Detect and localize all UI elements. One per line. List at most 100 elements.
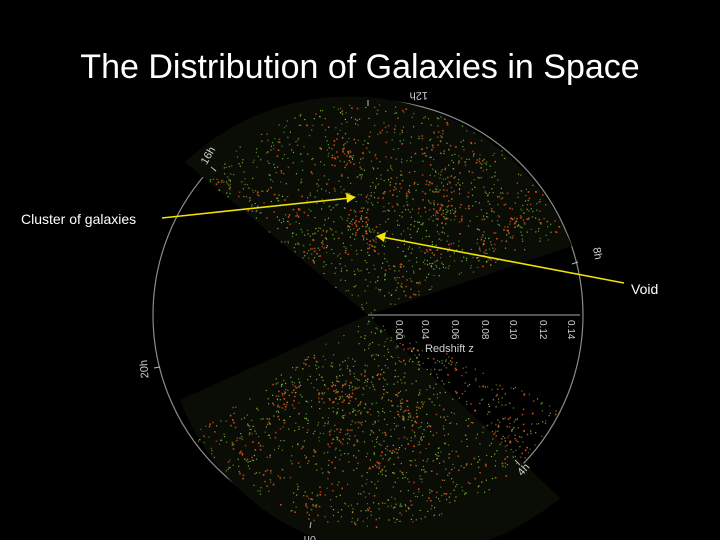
field-galaxy — [377, 420, 379, 422]
field-galaxy — [399, 503, 402, 505]
cluster-galaxy — [232, 443, 235, 446]
field-galaxy — [481, 140, 483, 142]
field-galaxy — [407, 406, 409, 408]
field-galaxy — [379, 104, 381, 106]
cluster-galaxy — [476, 242, 478, 245]
cluster-galaxy — [303, 211, 306, 214]
field-galaxy — [357, 330, 359, 333]
field-galaxy — [438, 173, 440, 175]
cluster-galaxy — [431, 490, 433, 492]
field-galaxy — [334, 430, 336, 432]
field-galaxy — [505, 450, 507, 452]
field-galaxy — [440, 486, 442, 488]
cluster-galaxy — [411, 429, 414, 432]
field-galaxy — [442, 266, 445, 268]
cluster-galaxy — [454, 367, 457, 370]
field-galaxy — [269, 423, 271, 425]
field-galaxy — [387, 348, 389, 350]
cluster-galaxy — [485, 465, 487, 467]
cluster-galaxy — [361, 210, 363, 212]
cluster-galaxy — [328, 430, 331, 433]
field-galaxy — [305, 413, 307, 415]
field-galaxy — [366, 381, 368, 383]
field-galaxy — [501, 154, 503, 156]
field-galaxy — [472, 271, 475, 273]
cluster-galaxy — [385, 141, 388, 144]
field-galaxy — [348, 402, 351, 404]
field-galaxy — [278, 200, 280, 202]
field-galaxy — [327, 155, 329, 157]
field-galaxy — [298, 381, 300, 383]
field-galaxy — [477, 228, 479, 231]
cluster-galaxy — [228, 184, 230, 187]
cluster-galaxy — [286, 227, 288, 229]
field-galaxy — [416, 409, 418, 411]
field-galaxy — [297, 486, 299, 488]
cluster-galaxy — [487, 200, 489, 203]
field-galaxy — [231, 444, 233, 446]
field-galaxy — [410, 416, 412, 418]
field-galaxy — [249, 398, 251, 400]
cluster-galaxy — [397, 413, 400, 416]
field-galaxy — [403, 419, 405, 421]
field-galaxy — [346, 270, 348, 272]
cluster-galaxy — [425, 183, 428, 186]
cluster-galaxy — [526, 433, 529, 436]
field-galaxy — [342, 361, 344, 363]
field-galaxy — [365, 200, 367, 202]
cluster-galaxy — [460, 218, 463, 220]
field-galaxy — [511, 429, 513, 431]
field-galaxy — [362, 144, 364, 146]
cluster-galaxy — [509, 440, 511, 443]
cluster-galaxy — [418, 290, 420, 293]
field-galaxy — [341, 509, 343, 511]
field-galaxy — [339, 263, 341, 265]
field-galaxy — [444, 217, 446, 219]
cluster-galaxy — [437, 212, 439, 214]
field-galaxy — [296, 494, 298, 496]
field-galaxy — [485, 192, 487, 195]
field-galaxy — [407, 506, 409, 508]
cluster-galaxy — [403, 290, 405, 293]
cluster-galaxy — [393, 128, 396, 131]
field-galaxy — [366, 262, 368, 264]
field-galaxy — [384, 341, 386, 343]
field-galaxy — [450, 411, 453, 414]
field-galaxy — [489, 165, 491, 167]
field-galaxy — [434, 175, 436, 177]
field-galaxy — [477, 492, 479, 494]
cluster-galaxy — [442, 212, 444, 215]
cluster-galaxy — [519, 456, 522, 458]
field-galaxy — [365, 279, 367, 281]
cluster-galaxy — [367, 247, 369, 250]
field-galaxy — [458, 273, 460, 275]
cluster-galaxy — [397, 282, 399, 284]
field-galaxy — [322, 240, 324, 242]
cluster-galaxy — [445, 366, 448, 369]
field-galaxy — [426, 460, 428, 462]
field-galaxy — [487, 195, 489, 197]
field-galaxy — [395, 519, 398, 521]
field-galaxy — [391, 294, 393, 296]
cluster-galaxy — [500, 438, 503, 440]
cluster-galaxy — [341, 395, 344, 398]
cluster-galaxy — [409, 464, 412, 466]
field-galaxy — [312, 260, 315, 262]
cluster-galaxy — [407, 348, 409, 350]
cluster-galaxy — [349, 161, 352, 164]
cluster-galaxy — [471, 150, 474, 153]
field-galaxy — [292, 162, 294, 164]
field-galaxy — [318, 440, 320, 442]
field-galaxy — [412, 348, 414, 350]
field-galaxy — [254, 203, 256, 205]
field-galaxy — [366, 517, 368, 519]
cluster-galaxy — [286, 195, 289, 198]
field-galaxy — [487, 216, 489, 218]
field-galaxy — [375, 236, 377, 238]
cluster-galaxy — [393, 472, 395, 474]
field-galaxy — [314, 217, 316, 219]
cluster-galaxy — [409, 415, 412, 417]
cluster-galaxy — [514, 419, 517, 421]
cluster-galaxy — [498, 195, 500, 198]
field-galaxy — [243, 196, 245, 198]
